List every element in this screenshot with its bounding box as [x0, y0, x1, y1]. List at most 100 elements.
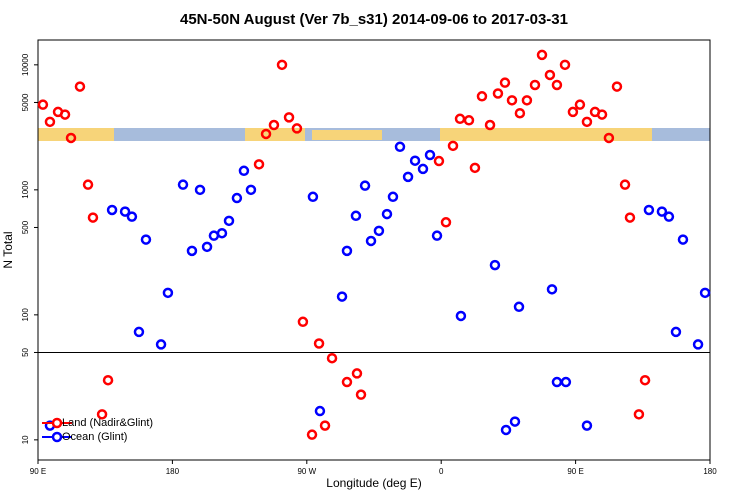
legend-marker — [51, 431, 63, 443]
y-tick-label: 5000 — [21, 93, 30, 111]
point — [633, 409, 645, 420]
point — [223, 215, 235, 227]
point — [276, 59, 288, 71]
point — [663, 211, 675, 222]
point — [440, 217, 452, 228]
point — [581, 420, 593, 431]
point — [424, 149, 436, 161]
point — [692, 339, 704, 350]
point — [313, 338, 325, 349]
point — [670, 326, 682, 338]
point — [394, 141, 406, 153]
point — [260, 128, 272, 140]
point — [307, 191, 319, 203]
y-tick-label: 10000 — [21, 53, 30, 76]
point — [162, 287, 174, 299]
x-tick-label: 90 E — [567, 467, 583, 476]
point — [387, 191, 399, 203]
point — [551, 79, 563, 91]
point — [469, 162, 481, 174]
point — [463, 115, 475, 126]
point — [140, 234, 152, 245]
point — [409, 155, 421, 166]
point — [492, 88, 504, 99]
point — [155, 339, 167, 350]
point — [514, 107, 526, 119]
x-tick-label: 90 W — [297, 467, 316, 476]
point — [624, 212, 636, 223]
point — [365, 235, 377, 247]
point — [499, 77, 511, 88]
point — [506, 95, 518, 106]
point — [350, 210, 362, 222]
point — [639, 374, 651, 386]
point — [455, 310, 467, 322]
point — [373, 225, 385, 237]
point — [208, 230, 220, 241]
point — [268, 119, 280, 131]
point — [560, 376, 572, 388]
point — [417, 163, 429, 175]
point — [82, 179, 94, 190]
point — [74, 81, 86, 92]
point — [559, 59, 571, 71]
point — [231, 192, 243, 204]
point — [216, 227, 228, 239]
point — [574, 99, 586, 110]
point — [619, 179, 631, 190]
point — [106, 204, 118, 216]
point — [447, 140, 459, 152]
point — [484, 119, 496, 131]
point — [126, 211, 138, 222]
point — [513, 301, 525, 313]
point — [567, 106, 579, 118]
point — [291, 123, 303, 134]
point — [536, 49, 548, 61]
point — [245, 184, 257, 196]
point — [521, 95, 533, 106]
point — [306, 429, 318, 440]
point — [186, 245, 198, 257]
point — [201, 241, 213, 253]
point — [454, 113, 466, 125]
point — [500, 424, 512, 436]
point — [596, 109, 608, 120]
point — [603, 132, 615, 144]
y-tick-label: 10 — [21, 435, 30, 444]
x-tick-label: 90 E — [30, 467, 46, 476]
y-tick-label: 1000 — [21, 180, 30, 198]
point — [581, 116, 593, 128]
point — [433, 155, 445, 167]
point — [297, 316, 309, 328]
x-axis-label: Longitude (deg E) — [326, 476, 421, 490]
legend-label: Ocean (Glint) — [62, 431, 127, 443]
point — [119, 206, 131, 217]
plot-frame — [37, 39, 711, 461]
point — [341, 245, 353, 257]
legend-label: Land (Nadir&Glint) — [62, 417, 153, 429]
y-tick-label: 100 — [21, 308, 30, 322]
point — [699, 287, 711, 299]
point — [546, 284, 558, 295]
point — [529, 79, 541, 91]
point — [355, 389, 367, 400]
point — [643, 204, 655, 216]
point — [96, 409, 108, 420]
x-tick-label: 0 — [439, 467, 444, 476]
point — [238, 165, 250, 177]
point — [351, 368, 363, 379]
point — [326, 352, 338, 364]
point — [253, 159, 265, 170]
point — [37, 99, 49, 110]
point — [44, 116, 56, 128]
point — [65, 132, 77, 144]
chart-title: 45N-50N August (Ver 7b_s31) 2014-09-06 t… — [180, 11, 568, 28]
point — [194, 184, 206, 196]
point — [611, 81, 623, 92]
point — [402, 171, 414, 183]
y-tick-label: 50 — [21, 347, 30, 356]
point — [509, 416, 521, 427]
point — [431, 230, 443, 241]
point — [59, 109, 71, 120]
